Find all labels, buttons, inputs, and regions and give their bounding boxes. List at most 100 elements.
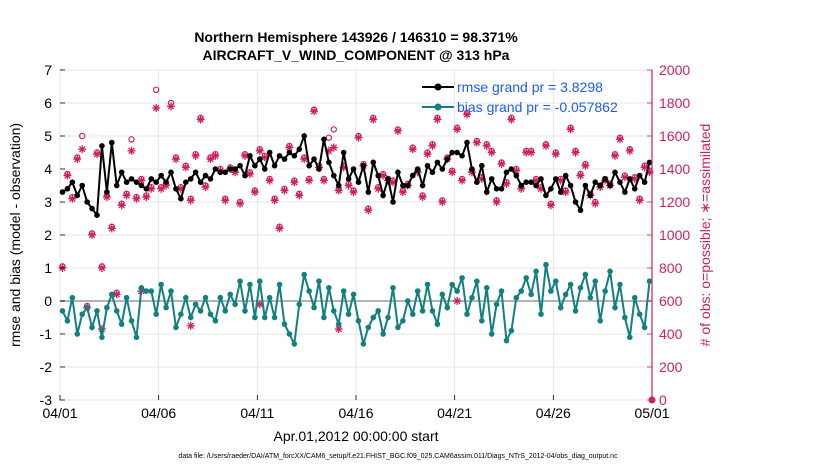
rmse-marker [123, 179, 130, 185]
bias-marker [469, 294, 475, 301]
bias-marker [631, 294, 638, 301]
bias-marker [557, 304, 564, 311]
y-right-tick-label: 2000 [659, 62, 690, 78]
rmse-marker [488, 176, 495, 182]
rmse-marker [400, 182, 406, 189]
bias-marker [301, 271, 308, 278]
rmse-marker [483, 189, 490, 195]
rmse-marker [627, 176, 633, 182]
legend: rmse grand pr = 3.8298 bias grand pr = -… [422, 79, 618, 115]
rmse-marker [538, 176, 544, 182]
y-left-tick-label: 1 [44, 260, 52, 276]
bias-series-layer [59, 261, 653, 348]
legend-bias-label: bias grand pr = -0.057862 [457, 99, 618, 115]
bias-marker [266, 294, 273, 301]
obs-assimilated-marker [310, 107, 319, 116]
rmse-marker [636, 172, 643, 179]
y-axis-right-ticks: 0 200 400 600 800 1000 1200 1400 1600 1800 2000 [647, 62, 690, 408]
x-tick-label: 04/21 [437, 405, 472, 421]
rmse-marker [99, 143, 105, 149]
obs-assimilated-marker [398, 188, 407, 197]
rmse-marker [281, 156, 288, 162]
bias-marker [498, 288, 505, 294]
bias-marker [64, 318, 71, 324]
obs-assimilated-marker [571, 148, 580, 157]
rmse-marker [94, 212, 100, 218]
obs-assimilated-marker [611, 151, 619, 160]
bias-marker [207, 311, 214, 318]
rmse-marker [409, 172, 416, 179]
obs-assimilated-marker [507, 115, 516, 124]
obs-possible-marker [128, 136, 135, 143]
bias-marker [464, 311, 470, 318]
bias-marker [622, 314, 628, 321]
bias-marker [326, 285, 332, 291]
bias-marker [375, 308, 382, 314]
rmse-marker [89, 205, 95, 212]
x-tick-label: 04/16 [338, 405, 373, 421]
bias-marker [390, 285, 396, 291]
bias-marker [424, 281, 431, 288]
chart-title-line-1: Northern Hemisphere 143926 / 146310 = 98… [194, 29, 518, 45]
obs-assimilated-marker [73, 155, 82, 164]
obs-assimilated-marker [117, 201, 126, 210]
rmse-marker [390, 199, 396, 205]
bias-marker [543, 261, 549, 268]
obs-assimilated-marker [492, 198, 501, 206]
obs-assimilated-marker [186, 321, 195, 330]
rmse-marker [543, 192, 549, 199]
x-tick-label: 05/01 [634, 405, 669, 421]
obs-assimilated-marker [364, 206, 373, 215]
bias-marker [217, 294, 224, 301]
bias-marker [232, 301, 238, 308]
bias-marker [627, 334, 633, 341]
bias-marker [479, 318, 485, 324]
obs-assimilated-marker [270, 196, 279, 205]
bias-marker [493, 301, 500, 308]
rmse-marker [567, 182, 574, 189]
obs-assimilated-marker [186, 196, 195, 205]
rmse-marker [498, 186, 505, 192]
rmse-marker [168, 169, 174, 176]
bias-marker [380, 331, 386, 337]
bias-marker [247, 281, 253, 288]
rmse-marker [464, 139, 470, 146]
bias-marker [612, 304, 618, 311]
bias-marker [104, 304, 110, 311]
rmse-marker [197, 179, 204, 185]
obs-assimilated-marker [171, 155, 180, 164]
rmse-marker [434, 159, 441, 166]
obs-assimilated-marker [458, 176, 467, 185]
bias-marker [84, 304, 90, 311]
legend-rmse-marker [434, 83, 442, 91]
rmse-marker [158, 172, 164, 179]
bias-marker [173, 324, 179, 331]
bias-marker [400, 318, 406, 324]
obs-assimilated-marker [551, 150, 560, 159]
bias-marker [222, 308, 229, 314]
obs-assimilated-marker [369, 115, 378, 124]
bias-marker [109, 291, 115, 298]
y-right-tick-label: 800 [659, 260, 683, 276]
bias-marker [513, 294, 520, 301]
y-right-tick-label: 1000 [659, 227, 690, 243]
obs-assimilated-marker [625, 146, 634, 155]
bias-marker [607, 268, 613, 275]
rmse-marker [178, 195, 184, 202]
rmse-marker [59, 189, 66, 195]
bias-marker [187, 314, 194, 321]
rmse-marker [646, 159, 653, 166]
rmse-marker [385, 176, 391, 182]
bias-marker [508, 327, 515, 334]
rmse-marker [607, 182, 613, 189]
bias-marker [340, 288, 347, 294]
obs-possible-marker [325, 134, 333, 141]
y-right-tick-label: 200 [659, 359, 683, 375]
obs-assimilated-marker [319, 176, 328, 185]
rmse-marker [212, 166, 219, 172]
bias-marker [617, 281, 623, 288]
bias-marker [553, 278, 559, 285]
rmse-marker [518, 182, 525, 189]
bias-marker [414, 288, 421, 294]
y-right-tick-label: 1600 [659, 128, 690, 144]
